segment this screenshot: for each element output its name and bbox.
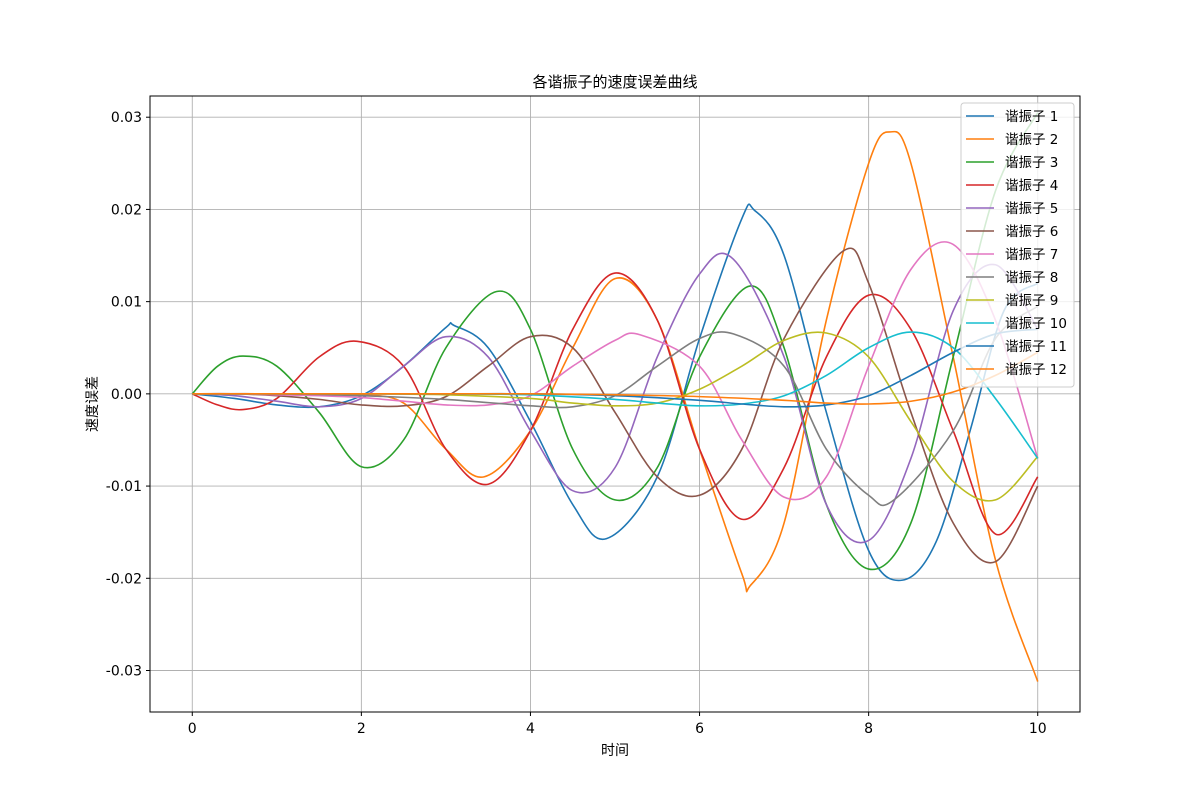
- legend-label: 谐振子 10: [1005, 316, 1067, 332]
- legend-label: 谐振子 7: [1005, 247, 1058, 263]
- legend-label: 谐振子 3: [1005, 155, 1058, 171]
- axis-ticks: 0 2 4 6 8 10 -0.03 -0.02 -0.01 0.00 0.01 0.02 0.03: [106, 110, 1047, 737]
- series-line-5: [192, 252, 1039, 544]
- legend-label: 谐振子 12: [1005, 362, 1067, 378]
- legend-label: 谐振子 5: [1005, 201, 1058, 217]
- legend-frame: [960, 102, 1075, 388]
- series-line-12: [192, 351, 1039, 405]
- series-line-3: [191, 112, 1039, 571]
- x-axis-label: 时间: [601, 743, 629, 759]
- x-tick-label: 6: [695, 721, 704, 737]
- x-tick-label: 10: [1029, 721, 1047, 737]
- chart-title: 各谐振子的速度误差曲线: [532, 73, 697, 91]
- legend-label: 谐振子 8: [1005, 270, 1058, 286]
- grid: [150, 96, 1080, 712]
- x-tick-label: 2: [357, 721, 366, 737]
- plot-frame: [149, 95, 1081, 713]
- series-line-7: [192, 241, 1039, 501]
- y-tick-label: 0.02: [111, 202, 142, 218]
- y-axis-label: 速度误差: [85, 376, 101, 432]
- legend-label: 谐振子 2: [1005, 132, 1058, 148]
- series-line-8: [192, 305, 1039, 507]
- legend-label: 谐振子 9: [1005, 293, 1058, 309]
- legend-label: 谐振子 4: [1005, 178, 1058, 194]
- legend-label: 谐振子 1: [1005, 109, 1058, 125]
- x-tick-label: 4: [526, 721, 535, 737]
- series-line-1: [192, 203, 1039, 582]
- x-tick-label: 0: [188, 721, 197, 737]
- y-tick-label: 0.00: [111, 387, 142, 403]
- series-line-6: [192, 247, 1039, 564]
- series-lines: [191, 112, 1039, 682]
- y-tick-label: 0.03: [111, 110, 142, 126]
- y-tick-label: 0.01: [111, 295, 142, 311]
- legend-label: 谐振子 11: [1005, 339, 1067, 355]
- y-tick-label: -0.03: [106, 664, 142, 680]
- x-tick-label: 8: [864, 721, 873, 737]
- series-line-4: [191, 272, 1039, 536]
- legend-label: 谐振子 6: [1005, 224, 1058, 240]
- legend: 谐振子 1 谐振子 2 谐振子 3 谐振子 4 谐振子 5 谐振子 6 谐振子 7 谐振子 8…: [960, 102, 1075, 388]
- y-tick-label: -0.01: [106, 479, 142, 495]
- y-tick-label: -0.02: [106, 571, 142, 587]
